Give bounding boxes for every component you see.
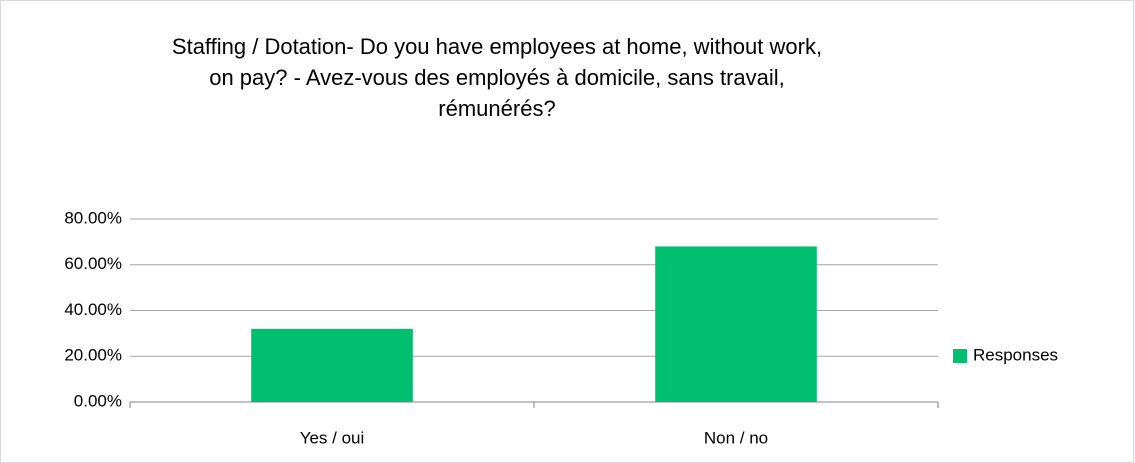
chart-title: on pay? - Avez-vous des employés à domic… [209, 65, 785, 90]
chart-title: Staffing / Dotation- Do you have employe… [172, 34, 822, 59]
y-tick-label: 0.00% [74, 391, 122, 410]
bar [251, 328, 413, 402]
chart-title: rémunérés? [438, 96, 555, 121]
legend-swatch [953, 349, 967, 363]
y-tick-label: 20.00% [64, 346, 122, 365]
x-tick-label: Yes / oui [300, 428, 365, 447]
y-tick-label: 60.00% [64, 254, 122, 273]
legend-label: Responses [973, 345, 1058, 364]
bar [655, 246, 817, 402]
x-tick-label: Non / no [704, 428, 768, 447]
y-tick-label: 80.00% [64, 208, 122, 227]
y-tick-label: 40.00% [64, 300, 122, 319]
